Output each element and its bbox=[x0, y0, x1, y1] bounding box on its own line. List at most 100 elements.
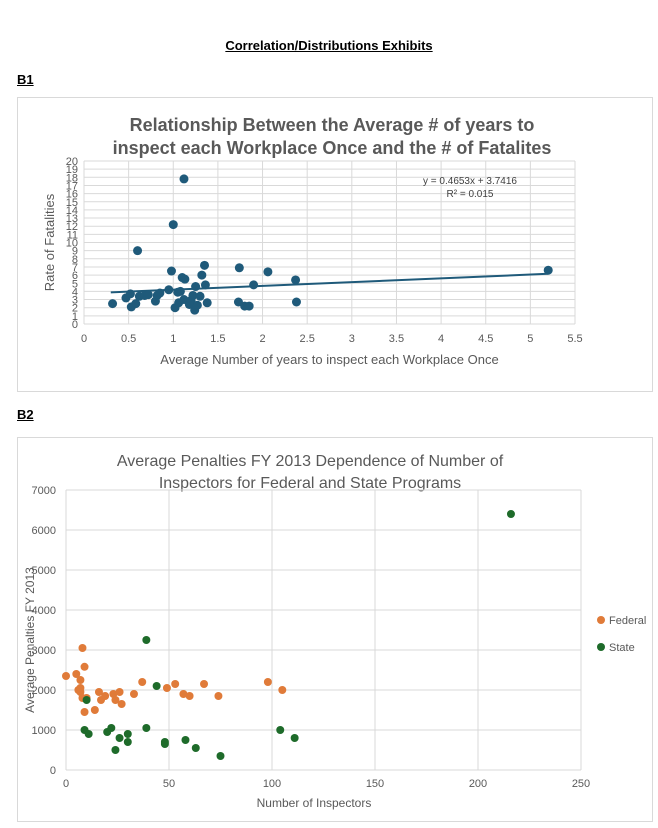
chart-b2-point-federal bbox=[78, 644, 87, 652]
chart-b1-xtick-label: 2 bbox=[259, 333, 265, 345]
chart-b2-point-federal bbox=[263, 678, 272, 686]
chart-b1-ytick-label: 6 bbox=[72, 270, 78, 282]
chart-b1-point bbox=[125, 289, 135, 299]
chart-b1-point bbox=[191, 282, 201, 292]
chart-b1: Relationship Between the Average # of ye… bbox=[42, 115, 583, 367]
chart-b2-ylabel: Average Penalties FY 2013 bbox=[23, 567, 37, 713]
chart-b2-point-state bbox=[123, 730, 132, 738]
chart-b1-xtick-label: 2.5 bbox=[300, 333, 315, 345]
chart-b2-point-federal bbox=[171, 680, 180, 688]
chart-b1-ytick-label: 3 bbox=[72, 295, 78, 307]
chart-b2-xtick-label: 200 bbox=[469, 778, 487, 790]
chart-b1-ytick-label: 12 bbox=[66, 221, 78, 233]
chart-b2-point-federal bbox=[90, 706, 99, 714]
chart-b1-ytick-label: 19 bbox=[66, 164, 78, 176]
chart-b1-ytick-label: 4 bbox=[72, 286, 78, 298]
chart-b2-ytick-label: 0 bbox=[50, 765, 56, 777]
chart-b1-point bbox=[202, 298, 212, 308]
chart-b1-ytick-label: 13 bbox=[66, 213, 78, 225]
section-label-b1: B1 bbox=[17, 72, 34, 87]
chart-b2-ytick-label: 5000 bbox=[32, 565, 56, 577]
chart-b2-ytick-label: 7000 bbox=[32, 485, 56, 497]
chart-b1-xtick-label: 5.5 bbox=[567, 333, 582, 345]
chart-b1-point bbox=[192, 300, 202, 310]
chart-b2-xtick-label: 250 bbox=[572, 778, 590, 790]
chart-b1-point bbox=[164, 285, 174, 295]
chart-b2-point-federal bbox=[109, 690, 118, 698]
chart-b1-point bbox=[195, 291, 205, 301]
chart-b1-point bbox=[143, 290, 153, 300]
chart-b2-point-state bbox=[276, 726, 285, 734]
chart-b1-point bbox=[155, 288, 165, 298]
chart-b1-point bbox=[200, 280, 210, 290]
chart-b1-point bbox=[166, 266, 176, 276]
chart-b1-point bbox=[133, 246, 143, 256]
chart-b2-point-federal bbox=[129, 690, 138, 698]
chart-b1-point bbox=[543, 265, 553, 275]
chart-b2-point-federal bbox=[111, 696, 120, 704]
chart-b1-point bbox=[175, 286, 185, 296]
chart-b1-point bbox=[131, 299, 141, 309]
chart-b1-panel: Relationship Between the Average # of ye… bbox=[17, 97, 653, 392]
chart-b1-point bbox=[188, 290, 198, 300]
chart-b2-xtick-label: 150 bbox=[366, 778, 384, 790]
chart-b1-ytick-label: 1 bbox=[72, 311, 78, 323]
chart-b1-ytick-label: 7 bbox=[72, 262, 78, 274]
chart-b1-point bbox=[244, 301, 254, 311]
chart-b2-point-state bbox=[142, 724, 151, 732]
chart-b2-ytick-label: 4000 bbox=[32, 605, 56, 617]
chart-b1-ytick-label: 15 bbox=[66, 197, 78, 209]
chart-b2-legend-label-federal: Federal bbox=[609, 615, 646, 627]
chart-b2-point-federal bbox=[278, 686, 287, 694]
chart-b1-ytick-label: 5 bbox=[72, 278, 78, 290]
chart-b2-point-state bbox=[152, 682, 161, 690]
chart-b2-point-state bbox=[181, 736, 190, 744]
chart-b2-point-federal bbox=[214, 692, 223, 700]
chart-b1-xtick-label: 0 bbox=[81, 333, 87, 345]
chart-b2-point-state bbox=[290, 734, 299, 742]
chart-b1-trend-equation: y = 0.4653x + 3.7416 bbox=[423, 176, 517, 187]
chart-b2-point-federal bbox=[76, 684, 85, 692]
chart-b2: Average Penalties FY 2013 Dependence of … bbox=[23, 453, 646, 810]
chart-b2-xtick-label: 0 bbox=[63, 778, 69, 790]
chart-b1-point bbox=[197, 270, 207, 280]
chart-b2-point-federal bbox=[115, 688, 124, 696]
chart-b1-xtick-label: 4 bbox=[438, 333, 444, 345]
chart-b2-point-federal bbox=[72, 670, 81, 678]
chart-b2-point-state bbox=[160, 740, 169, 748]
chart-b2-title-line: Inspectors for Federal and State Program… bbox=[159, 475, 461, 492]
chart-b1-r-squared: R² = 0.015 bbox=[447, 189, 494, 200]
chart-b2-point-federal bbox=[185, 692, 194, 700]
chart-b1-ylabel: Rate of Fatalities bbox=[42, 193, 57, 291]
chart-b2-point-state bbox=[107, 724, 116, 732]
chart-b2-legend-label-state: State bbox=[609, 642, 635, 654]
chart-b1-title-line: Relationship Between the Average # of ye… bbox=[130, 115, 535, 135]
chart-b2-ytick-label: 6000 bbox=[32, 525, 56, 537]
chart-b2-point-state bbox=[216, 752, 225, 760]
chart-b1-point bbox=[291, 297, 301, 307]
chart-b1-point bbox=[179, 174, 189, 184]
chart-b1-point bbox=[180, 274, 190, 284]
chart-b2-point-federal bbox=[138, 678, 147, 686]
chart-b2-point-state bbox=[82, 696, 91, 704]
chart-b2-point-federal bbox=[62, 672, 70, 680]
chart-b2-legend-marker-state bbox=[597, 643, 605, 651]
chart-b1-ytick-label: 16 bbox=[66, 189, 78, 201]
chart-b1-ytick-label: 17 bbox=[66, 180, 78, 192]
chart-b2-point-state bbox=[506, 510, 515, 518]
chart-b1-xtick-label: 5 bbox=[527, 333, 533, 345]
chart-b2-ytick-label: 2000 bbox=[32, 685, 56, 697]
chart-b1-ytick-label: 20 bbox=[66, 156, 78, 168]
chart-b1-point bbox=[263, 267, 273, 277]
chart-b2-point-federal bbox=[162, 684, 171, 692]
chart-b1-ytick-label: 10 bbox=[66, 238, 78, 250]
chart-b2-title-line: Average Penalties FY 2013 Dependence of … bbox=[117, 453, 504, 470]
chart-b1-point bbox=[108, 299, 118, 309]
chart-b1-ytick-label: 14 bbox=[66, 205, 78, 217]
chart-b1-point bbox=[291, 275, 301, 285]
chart-b2-point-federal bbox=[101, 692, 110, 700]
chart-b1-xlabel: Average Number of years to inspect each … bbox=[160, 352, 498, 367]
chart-b1-ytick-label: 18 bbox=[66, 172, 78, 184]
chart-b1-xtick-label: 3 bbox=[349, 333, 355, 345]
chart-b2-point-state bbox=[111, 746, 120, 754]
